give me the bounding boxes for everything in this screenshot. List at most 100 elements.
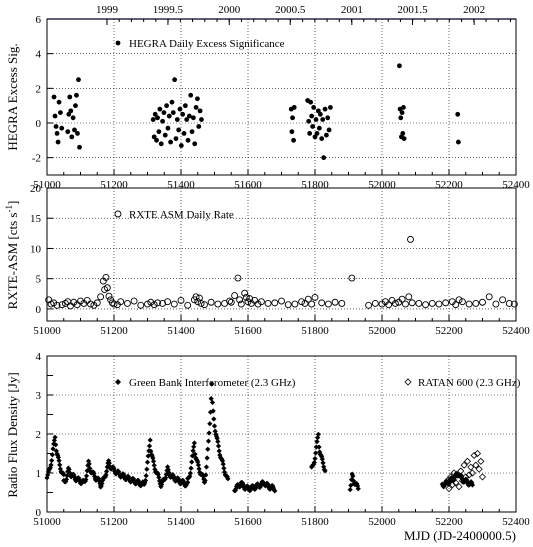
data-point: [144, 300, 151, 308]
data-point: [54, 131, 60, 136]
data-point: [311, 459, 317, 466]
data-point: [83, 477, 89, 483]
data-point: [214, 435, 220, 441]
data-point: [258, 483, 264, 489]
x-tick-label: 51200: [100, 179, 128, 191]
data-point: [468, 469, 477, 477]
data-point: [210, 408, 216, 414]
data-point: [53, 301, 61, 309]
data-point: [365, 301, 373, 309]
data-point: [157, 106, 163, 112]
data-point: [142, 477, 149, 483]
data-point: [284, 301, 292, 309]
top-year-label: 1999.5: [153, 4, 184, 16]
data-point: [204, 455, 210, 461]
x-tick-label: 51600: [234, 179, 262, 191]
data-point: [355, 486, 361, 492]
data-point: [479, 298, 486, 306]
data-point: [399, 110, 405, 115]
data-point: [505, 300, 513, 307]
data-point: [63, 476, 70, 482]
data-point: [87, 465, 93, 472]
data-point: [196, 124, 202, 129]
data-point: [148, 448, 154, 454]
data-point: [473, 449, 482, 458]
data-point: [435, 300, 443, 308]
data-point: [447, 479, 453, 485]
y-tick-label: 20: [30, 183, 42, 195]
data-point: [59, 125, 65, 131]
data-point: [185, 137, 191, 143]
data-point: [197, 300, 205, 307]
data-point: [177, 296, 185, 304]
data-point: [465, 471, 473, 479]
data-point: [452, 474, 458, 480]
data-point: [191, 444, 197, 450]
y-tick-label: 10: [30, 243, 42, 255]
data-point: [224, 474, 230, 480]
gbi-legend-marker: [115, 379, 121, 385]
data-point: [465, 300, 473, 308]
data-point: [156, 474, 162, 481]
data-point: [304, 295, 312, 303]
data-point: [199, 117, 204, 122]
data-point: [187, 470, 193, 476]
data-point: [398, 115, 404, 121]
data-point: [48, 462, 54, 468]
data-point: [93, 299, 101, 307]
x-tick-label: 51400: [167, 325, 195, 337]
data-point: [186, 113, 192, 119]
data-point: [326, 127, 332, 133]
data-point: [402, 300, 409, 308]
data-point: [257, 298, 265, 306]
y-tick-label: -2: [32, 153, 41, 165]
data-point: [226, 297, 234, 305]
x-tick-label: 52400: [502, 516, 530, 528]
x-tick-label: 51000: [33, 325, 61, 337]
data-point: [182, 103, 188, 109]
data-point: [75, 131, 80, 136]
data-point: [215, 438, 221, 445]
data-point: [314, 131, 320, 136]
rxte-legend-marker: [114, 210, 122, 218]
x-tick-label: 51600: [234, 325, 262, 337]
data-point: [321, 155, 327, 161]
data-point: [422, 301, 429, 309]
data-point: [166, 470, 172, 476]
hegra-y-axis-title: HEGRA Excess Sig.: [5, 43, 20, 150]
data-point: [322, 468, 328, 474]
x-tick-label: 51600: [234, 516, 262, 528]
data-point: [86, 461, 92, 467]
data-point: [233, 486, 239, 492]
data-point: [51, 441, 57, 447]
data-point: [169, 99, 175, 105]
data-point: [49, 452, 55, 458]
data-point: [147, 437, 153, 443]
data-point: [76, 77, 81, 83]
data-point: [51, 94, 57, 100]
data-point: [459, 476, 465, 482]
data-point: [350, 473, 356, 479]
data-point: [181, 131, 187, 136]
data-point: [306, 118, 312, 124]
data-point: [156, 129, 162, 135]
data-point: [317, 111, 323, 117]
data-point: [291, 300, 299, 308]
top-year-label: 2000: [218, 4, 241, 16]
data-point: [214, 300, 222, 308]
data-point: [195, 462, 202, 468]
data-point: [180, 111, 186, 117]
data-point: [452, 301, 460, 309]
ratan-legend-label: RATAN 600 (2.3 GHz): [418, 377, 521, 389]
data-point: [181, 479, 187, 485]
data-point: [227, 298, 235, 306]
data-point: [407, 235, 414, 243]
data-point: [492, 300, 500, 308]
data-point: [111, 466, 117, 472]
data-point: [203, 472, 209, 478]
data-point: [213, 431, 219, 438]
rxte-y-axis-title-sup: -1: [4, 205, 14, 213]
data-point: [477, 457, 485, 465]
data-point: [315, 108, 321, 114]
x-tick-label: 52200: [435, 325, 463, 337]
